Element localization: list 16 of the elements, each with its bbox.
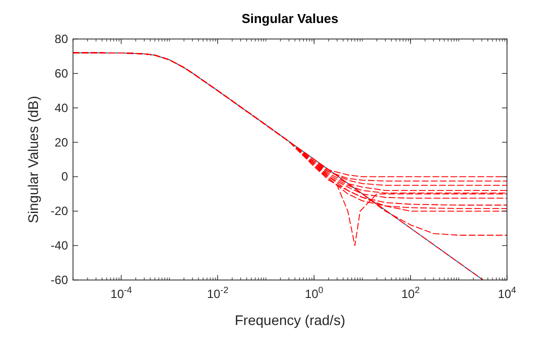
x-axis-title: Frequency (rad/s): [234, 312, 346, 328]
x-tick-label: 10$^{2}$: [401, 285, 420, 301]
x-tick-label: 10$^{0}$: [304, 285, 324, 301]
y-tick-label: -20: [50, 204, 68, 218]
y-tick-label: 40: [54, 100, 68, 115]
y-tick-label: -60: [50, 273, 68, 287]
x-tick-label: 10$^{-2}$: [206, 285, 228, 301]
x-tick-label: 10$^{4}$: [498, 285, 516, 301]
y-tick-label: 60: [54, 66, 68, 80]
x-tick-label: 10$^{-4}$: [110, 285, 132, 301]
chart-title: Singular Values: [242, 11, 338, 26]
y-tick-label: 20: [54, 135, 68, 150]
y-tick-label: 0: [61, 170, 68, 184]
y-axis-title: Singular Values (dB): [25, 96, 41, 224]
y-tick-label: 80: [54, 32, 68, 46]
y-tick-label: -40: [50, 238, 68, 253]
